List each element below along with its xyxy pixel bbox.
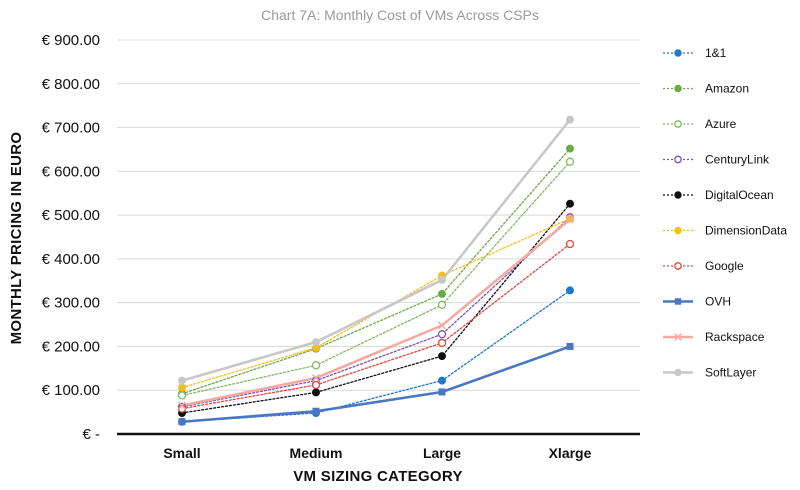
data-point [438, 388, 446, 396]
data-point [565, 215, 575, 224]
x-tick-label: Medium [290, 445, 343, 461]
data-point [178, 418, 186, 426]
legend-item: DimensionData [663, 224, 787, 238]
series-line [181, 243, 571, 410]
x-tick-label: Large [423, 445, 461, 461]
data-point [674, 191, 682, 199]
series-line [180, 218, 572, 407]
y-axis-ticks: € - € 100.00 € 200.00 € 300.00 € 400.00 € 500… [42, 32, 100, 443]
y-tick-label: € 900.00 [42, 32, 100, 49]
grid-lines [117, 39, 640, 391]
series-line [180, 118, 572, 382]
legend-label: Rackspace [705, 330, 765, 344]
chart-title: Chart 7A: Monthly Cost of VMs Across CSP… [261, 7, 539, 23]
legend-label: Amazon [705, 82, 749, 96]
legend-item: Google [663, 259, 744, 273]
legend-label: Azure [705, 117, 737, 131]
series-lines [180, 118, 572, 424]
data-point [438, 275, 446, 284]
x-axis-ticks: Small Medium Large Xlarge [163, 445, 591, 461]
legend-label: Google [705, 259, 744, 273]
data-point [437, 338, 447, 348]
series-line [181, 161, 571, 397]
data-point [437, 330, 447, 339]
y-tick-label: € 400.00 [42, 251, 100, 268]
y-tick-label: € 600.00 [42, 163, 100, 180]
y-tick-label: € 200.00 [42, 338, 100, 355]
data-point [565, 157, 575, 166]
data-point [438, 352, 446, 361]
data-point [566, 199, 574, 208]
data-point [311, 380, 321, 390]
x-axis-title: VM SIZING CATEGORY [293, 468, 463, 485]
x-tick-label: Small [163, 445, 200, 461]
data-point [674, 298, 682, 305]
legend-label: SoftLayer [705, 366, 756, 380]
legend-item: Azure [663, 117, 737, 131]
data-point [438, 289, 446, 298]
data-point [178, 383, 186, 392]
data-point [566, 115, 574, 124]
data-point [674, 120, 682, 128]
legend-label: OVH [705, 295, 731, 309]
data-point [437, 300, 447, 310]
data-point [674, 84, 682, 93]
data-point [177, 391, 187, 400]
legend-item: CenturyLink [663, 153, 770, 167]
data-point [311, 373, 321, 382]
data-point [311, 361, 321, 370]
legend-label: DigitalOcean [705, 188, 774, 202]
legend-item: Amazon [663, 82, 749, 96]
legend-label: 1&1 [705, 46, 727, 60]
data-point [437, 321, 447, 330]
series-line [181, 216, 571, 408]
data-point [438, 376, 446, 385]
legend-label: CenturyLink [705, 153, 770, 167]
data-point [674, 333, 682, 341]
series-line [181, 203, 571, 414]
legend-item: DigitalOcean [663, 188, 774, 202]
data-point [312, 388, 320, 397]
y-tick-label: € 300.00 [42, 295, 100, 312]
legend-item: 1&1 [663, 46, 727, 60]
y-axis-title: MONTHLY PRICING IN EURO [8, 132, 25, 345]
y-tick-label: € 700.00 [42, 120, 100, 137]
legend-item: OVH [663, 295, 731, 309]
y-tick-label: € 500.00 [42, 207, 100, 224]
x-tick-label: Xlarge [549, 445, 592, 461]
y-tick-label: € 800.00 [42, 76, 100, 93]
series-line [180, 345, 572, 424]
series-line [181, 147, 571, 395]
data-point [566, 144, 574, 153]
data-point [312, 407, 320, 415]
data-point [674, 49, 682, 57]
legend-item: SoftLayer [663, 366, 756, 380]
data-point [566, 342, 574, 350]
data-point [674, 155, 682, 164]
data-point [674, 226, 682, 235]
legend-label: DimensionData [705, 224, 787, 238]
legend: 1&1 Amazon Azure CenturyLink DigitalOcean Dim… [663, 46, 787, 380]
data-point [178, 376, 186, 385]
y-tick-label: € 100.00 [42, 382, 100, 399]
legend-item: Rackspace [663, 330, 765, 344]
data-point [566, 286, 574, 295]
data-point [565, 239, 575, 249]
data-point [177, 401, 187, 410]
series-markers [177, 115, 575, 426]
data-point [674, 368, 682, 377]
data-point [312, 338, 320, 347]
data-point [674, 262, 682, 270]
y-tick-label: € - [82, 426, 100, 443]
